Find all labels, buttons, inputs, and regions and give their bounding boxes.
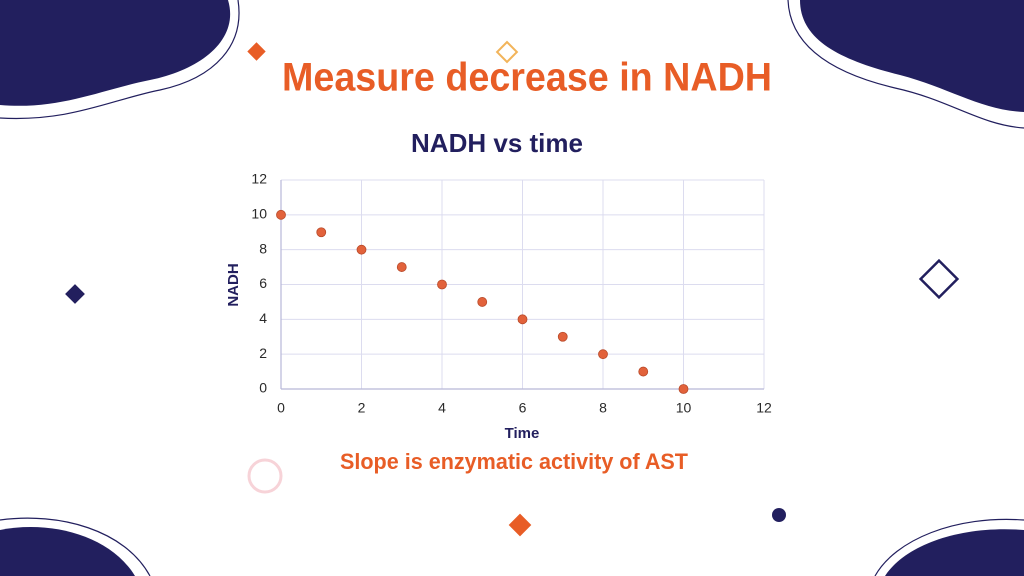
y-tick-label: 10: [251, 206, 267, 222]
y-tick-label: 6: [259, 275, 267, 291]
caption: Slope is enzymatic activity of AST: [340, 449, 689, 474]
x-tick-label: 12: [756, 400, 772, 416]
y-tick-label: 12: [251, 171, 267, 187]
y-axis-label: NADH: [225, 263, 242, 306]
x-tick-label: 6: [519, 400, 527, 416]
point: [517, 314, 528, 325]
point: [477, 297, 488, 307]
chart-title: NADH vs time: [411, 128, 583, 158]
point: [396, 262, 407, 272]
point: [598, 349, 608, 360]
point: [316, 227, 327, 238]
y-tick-label: 4: [259, 310, 267, 326]
y-tick-label: 0: [259, 380, 267, 396]
x-tick-label: 8: [599, 400, 607, 416]
plot: 0 2 4 6 8 10 12 0 2 4 6 8 10 12: [251, 171, 772, 416]
y-tick-label: 8: [259, 240, 267, 256]
point: [678, 384, 689, 394]
slide-title: Measure decrease in NADH: [282, 56, 772, 100]
point: [557, 331, 568, 342]
x-tick-label: 10: [676, 400, 692, 416]
x-axis-label: Time: [505, 425, 540, 442]
point: [356, 244, 367, 255]
x-tick-label: 4: [438, 400, 446, 416]
point: [276, 209, 286, 220]
x-tick-label: 0: [277, 400, 285, 416]
point: [638, 366, 649, 377]
point: [437, 279, 447, 290]
x-tick-label: 2: [358, 400, 366, 416]
y-tick-label: 2: [259, 345, 267, 361]
